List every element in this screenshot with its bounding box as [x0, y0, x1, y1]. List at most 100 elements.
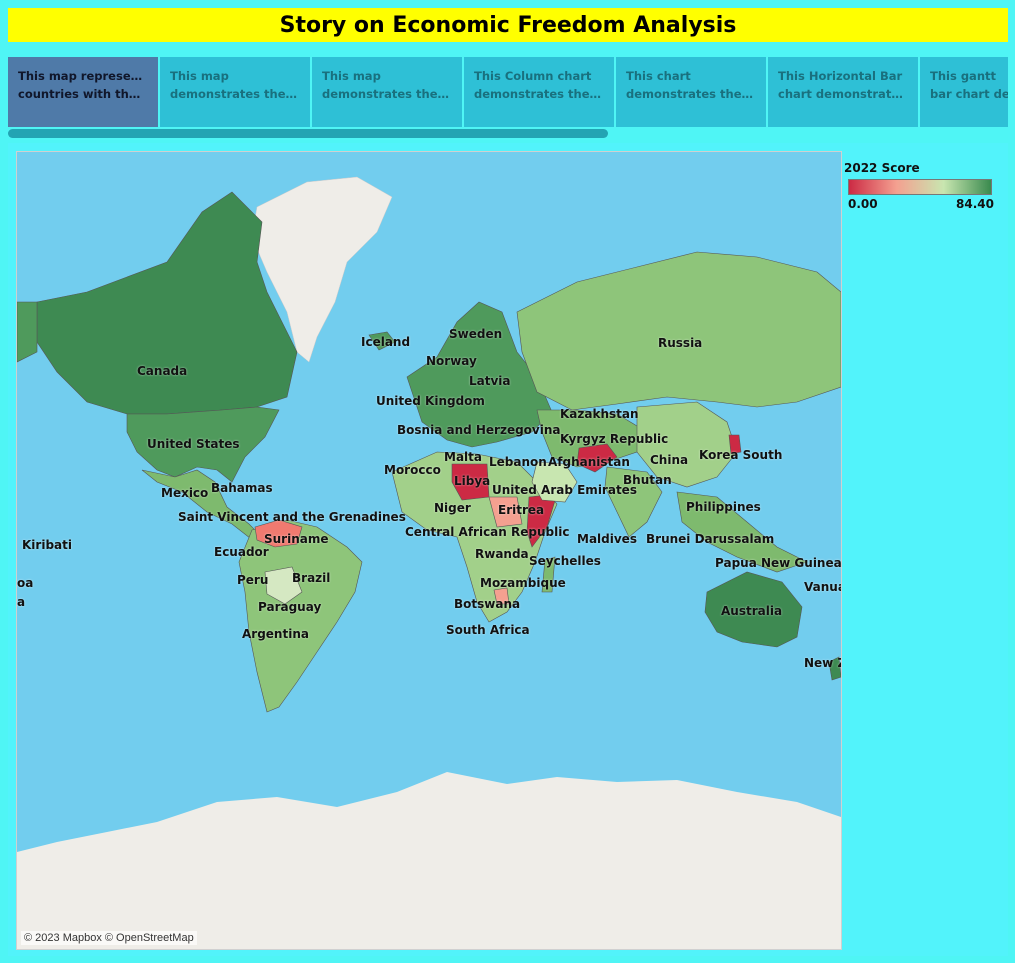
label-canada: Canada: [137, 364, 188, 378]
africa-shape: [391, 451, 558, 623]
story-point-2-line1: This map: [170, 69, 229, 83]
label-mexico: Mexico: [161, 486, 209, 500]
story-point-7[interactable]: This gantt bar chart de..: [920, 57, 1008, 127]
story-point-5[interactable]: This chart demonstrates the eff..: [616, 57, 766, 127]
russia-shape: [516, 251, 841, 411]
story-point-2-line2: demonstrates the TO..: [170, 87, 300, 101]
story-point-5-line1: This chart: [626, 69, 691, 83]
story-point-1[interactable]: This map represents countries with their…: [8, 57, 158, 127]
label-norway: Norway: [426, 354, 477, 368]
canada-shape: [36, 191, 298, 415]
story-point-1-line1: This map represents: [18, 69, 148, 83]
story-point-7-line2: bar chart de..: [930, 87, 1008, 101]
label-mozambique: Mozambique: [480, 576, 566, 590]
label-china: China: [650, 453, 689, 467]
story-point-3-line1: This map: [322, 69, 381, 83]
label-united-kingdom: United Kingdom: [376, 394, 485, 408]
label-niger: Niger: [434, 501, 471, 515]
story-point-6-line1: This Horizontal Bar: [778, 69, 903, 83]
label-iceland: Iceland: [361, 335, 411, 349]
label-argentina: Argentina: [242, 627, 309, 641]
label-peru: Peru: [237, 573, 269, 587]
label-korea-south: Korea South: [699, 448, 783, 462]
label-australia: Australia: [721, 604, 783, 618]
label-papua-new-guinea: Papua New Guinea: [715, 556, 842, 570]
label-lebanon: Lebanon: [489, 455, 547, 469]
story-point-6[interactable]: This Horizontal Bar chart demonstrates t…: [768, 57, 918, 127]
legend-gradient: [848, 179, 992, 195]
afghanistan-shape: [576, 443, 618, 473]
label-bosnia: Bosnia and Herzegovina: [397, 423, 561, 437]
se-asia-shape: [676, 491, 808, 573]
label-uae: United Arab Emirates: [492, 483, 637, 497]
story-nav-scrollbar[interactable]: [8, 129, 608, 138]
story-point-7-line1: This gantt: [930, 69, 996, 83]
story-title: Story on Economic Freedom Analysis: [8, 8, 1008, 42]
label-libya: Libya: [454, 474, 491, 488]
story-point-5-line2: demonstrates the eff..: [626, 87, 756, 101]
label-vanuatu-partial: Vanua: [804, 580, 842, 594]
iceland-shape: [368, 331, 396, 351]
story-point-4-line1: This Column chart: [474, 69, 592, 83]
antarctica-shape: [17, 772, 841, 949]
label-latvia: Latvia: [469, 374, 511, 388]
label-kiribati: Kiribati: [22, 538, 72, 552]
venezuela-shape: [254, 519, 303, 548]
label-kazakhstan: Kazakhstan: [560, 407, 639, 421]
new-zealand-shape: [828, 656, 841, 681]
label-brunei: Brunei Darussalam: [646, 532, 775, 546]
label-seychelles: Seychelles: [529, 554, 601, 568]
story-point-4[interactable]: This Column chart demonstrates the Un..: [464, 57, 614, 127]
label-malta: Malta: [444, 450, 482, 464]
label-saint-vincent: Saint Vincent and the Grenadines: [178, 510, 406, 524]
libya-shape: [451, 463, 490, 501]
label-kyrgyz-republic: Kyrgyz Republic: [560, 432, 669, 446]
label-tonga-partial: a: [17, 595, 26, 609]
madagascar-shape: [541, 556, 556, 593]
label-ecuador: Ecuador: [214, 545, 269, 559]
usa-shape: [126, 406, 280, 483]
map-attribution[interactable]: © 2023 Mapbox © OpenStreetMap: [21, 931, 197, 945]
world-map[interactable]: Canada United States Mexico Bahamas Sain…: [16, 151, 842, 950]
story-points-nav: This map represents countries with their…: [8, 57, 1008, 127]
legend-min: 0.00: [848, 197, 878, 211]
label-rwanda: Rwanda: [475, 547, 529, 561]
label-united-states: United States: [147, 437, 240, 451]
story-point-1-line2: countries with their l..: [18, 87, 148, 101]
story-point-4-line2: demonstrates the Un..: [474, 87, 604, 101]
label-brazil: Brazil: [292, 571, 331, 585]
legend-max: 84.40: [956, 197, 994, 211]
sudan-shape: [488, 496, 523, 528]
china-shape: [636, 401, 738, 488]
central-asia-shape: [536, 409, 648, 468]
label-maldives: Maldives: [577, 532, 637, 546]
label-eritrea: Eritrea: [498, 503, 545, 517]
label-botswana: Botswana: [454, 597, 521, 611]
story-point-3[interactable]: This map demonstrates the BO..: [312, 57, 462, 127]
story-point-3-line2: demonstrates the BO..: [322, 87, 452, 101]
zimbabwe-shape: [493, 587, 510, 605]
label-samoa-partial: oa: [17, 576, 34, 590]
india-shape: [604, 466, 663, 538]
story-point-2[interactable]: This map demonstrates the TO..: [160, 57, 310, 127]
alaska-shape: [17, 301, 38, 363]
label-morocco: Morocco: [384, 463, 441, 477]
greenland-shape: [251, 176, 393, 363]
legend-title: 2022 Score: [844, 161, 920, 175]
arabia-shape: [531, 461, 578, 503]
label-new-zealand-partial: New Z: [804, 656, 842, 670]
label-south-africa: South Africa: [446, 623, 530, 637]
story-point-6-line2: chart demonstrates t..: [778, 87, 908, 101]
label-suriname: Suriname: [264, 532, 329, 546]
label-sweden: Sweden: [449, 327, 503, 341]
label-paraguay: Paraguay: [258, 600, 322, 614]
label-philippines: Philippines: [686, 500, 761, 514]
label-bahamas: Bahamas: [211, 481, 273, 495]
label-car: Central African Republic: [405, 525, 570, 539]
label-afghanistan: Afghanistan: [548, 455, 630, 469]
label-bhutan: Bhutan: [623, 473, 672, 487]
label-russia: Russia: [658, 336, 703, 350]
color-legend: 2022 Score 0.00 84.40: [844, 161, 1004, 211]
australia-shape: [704, 571, 803, 648]
bolivia-shape: [264, 566, 303, 605]
